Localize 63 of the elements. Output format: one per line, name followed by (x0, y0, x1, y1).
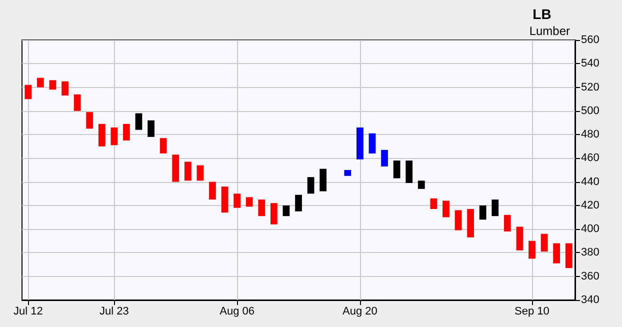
bar (344, 170, 352, 176)
y-tick-label: 480 (581, 128, 600, 141)
bar (184, 162, 192, 181)
bar (98, 124, 106, 146)
bar (553, 243, 560, 264)
y-tick-label: 560 (581, 34, 600, 46)
bar (528, 240, 536, 259)
y-tick-label: 360 (581, 270, 600, 282)
bar (565, 243, 572, 268)
bar (479, 205, 486, 220)
bar (258, 200, 266, 216)
bar (492, 200, 499, 216)
y-tick-label: 420 (581, 199, 600, 212)
y-tick-label: 540 (581, 58, 600, 70)
bar (148, 120, 154, 137)
y-tick-label: 520 (581, 81, 600, 94)
x-tick-label: Aug 20 (342, 306, 378, 318)
bar (295, 194, 302, 212)
bar (356, 127, 364, 160)
bar (430, 198, 438, 209)
bar (86, 112, 94, 129)
bar (209, 182, 216, 200)
bar (406, 160, 413, 183)
y-tick-label: 500 (581, 104, 600, 117)
bar (36, 78, 44, 88)
bar (24, 84, 32, 100)
bar (393, 160, 400, 178)
chart-subtitle: Lumber (529, 24, 570, 38)
bar (516, 226, 524, 250)
bar (221, 186, 228, 213)
y-tick-label: 400 (581, 223, 600, 236)
bar (442, 200, 450, 218)
y-tick-label: 380 (581, 246, 600, 259)
x-tick-label: Sep 10 (514, 306, 550, 318)
bar (307, 177, 314, 194)
bar (160, 138, 167, 154)
bar (504, 214, 511, 232)
bar (368, 133, 376, 154)
bar (110, 127, 118, 146)
y-tick-label: 340 (581, 294, 600, 306)
bar (135, 113, 142, 130)
bar (246, 197, 253, 207)
y-tick-label: 460 (581, 152, 600, 164)
bar (540, 234, 548, 252)
bar (172, 154, 180, 182)
bar (467, 209, 474, 238)
x-tick-label: Jul 23 (99, 306, 129, 318)
bar (320, 168, 327, 192)
bar (49, 80, 56, 90)
chart-title: LB (532, 6, 552, 22)
bar (62, 81, 68, 96)
bar (282, 205, 290, 216)
bar (123, 124, 130, 140)
bar (270, 203, 278, 224)
bar (74, 94, 81, 111)
bar (454, 210, 462, 230)
bar (196, 165, 204, 181)
x-tick-label: Aug 06 (220, 306, 254, 318)
y-tick-label: 440 (581, 176, 600, 188)
bar (418, 180, 425, 189)
bar (234, 194, 240, 208)
bar (381, 150, 388, 166)
x-tick-label: Jul 12 (13, 306, 43, 318)
